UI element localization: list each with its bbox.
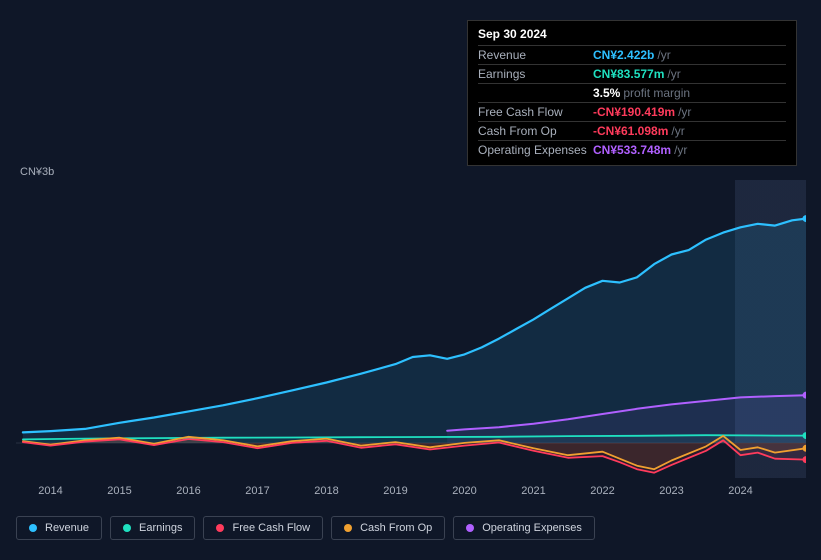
chart-tooltip: Sep 30 2024 RevenueCN¥2.422b/yrEarningsC…: [467, 20, 797, 166]
x-axis: 2014 2015 2016 2017 2018 2019 2020 2021 2022 2023…: [16, 482, 806, 500]
x-axis-label: 2018: [314, 485, 338, 497]
tooltip-row: Cash From Op-CN¥61.098m/yr: [478, 121, 786, 140]
tooltip-row-value: -CN¥61.098m: [593, 124, 668, 138]
tooltip-row-label: Operating Expenses: [478, 143, 593, 157]
legend-item-opex[interactable]: Operating Expenses: [453, 516, 595, 540]
legend-label: Free Cash Flow: [232, 522, 310, 534]
legend-item-earnings[interactable]: Earnings: [110, 516, 195, 540]
plot-area[interactable]: [16, 180, 806, 478]
legend-label: Operating Expenses: [482, 522, 582, 534]
tooltip-row-unit: /yr: [657, 48, 670, 62]
legend-swatch: [466, 524, 474, 532]
legend-item-fcf[interactable]: Free Cash Flow: [203, 516, 323, 540]
tooltip-row-value: -CN¥190.419m: [593, 105, 675, 119]
x-axis-label: 2023: [659, 485, 683, 497]
tooltip-row-value: CN¥2.422b: [593, 48, 654, 62]
x-axis-label: 2014: [38, 485, 62, 497]
legend-label: Revenue: [45, 522, 89, 534]
tooltip-row: Operating ExpensesCN¥533.748m/yr: [478, 140, 786, 159]
y-axis-label: CN¥3b: [20, 166, 54, 178]
tooltip-row-label: Earnings: [478, 67, 593, 81]
tooltip-row-label: Free Cash Flow: [478, 105, 593, 119]
legend-item-revenue[interactable]: Revenue: [16, 516, 102, 540]
x-axis-label: 2020: [452, 485, 476, 497]
tooltip-row: Free Cash Flow-CN¥190.419m/yr: [478, 102, 786, 121]
tooltip-row-label: Revenue: [478, 48, 593, 62]
x-axis-label: 2022: [590, 485, 614, 497]
tooltip-row: RevenueCN¥2.422b/yr: [478, 45, 786, 64]
tooltip-row: EarningsCN¥83.577m/yr: [478, 64, 786, 83]
x-axis-label: 2019: [383, 485, 407, 497]
tooltip-row-value: CN¥83.577m: [593, 67, 664, 81]
x-axis-label: 2017: [245, 485, 269, 497]
chart-legend: Revenue Earnings Free Cash Flow Cash From O…: [16, 516, 595, 540]
legend-item-cashop[interactable]: Cash From Op: [331, 516, 445, 540]
tooltip-row-value: CN¥533.748m: [593, 143, 671, 157]
tooltip-row: 3.5%profit margin: [478, 83, 786, 102]
x-axis-label: 2015: [107, 485, 131, 497]
legend-swatch: [216, 524, 224, 532]
legend-swatch: [123, 524, 131, 532]
tooltip-row-unit: /yr: [674, 143, 687, 157]
x-axis-label: 2024: [728, 485, 752, 497]
tooltip-row-value: 3.5%: [593, 86, 620, 100]
legend-label: Earnings: [139, 522, 182, 534]
tooltip-row-label: Cash From Op: [478, 124, 593, 138]
legend-swatch: [344, 524, 352, 532]
tooltip-date: Sep 30 2024: [478, 27, 786, 45]
x-axis-label: 2016: [176, 485, 200, 497]
tooltip-row-label: [478, 86, 593, 100]
legend-label: Cash From Op: [360, 522, 432, 534]
tooltip-row-unit: profit margin: [623, 86, 690, 100]
tooltip-row-unit: /yr: [678, 105, 691, 119]
tooltip-row-unit: /yr: [667, 67, 680, 81]
legend-swatch: [29, 524, 37, 532]
tooltip-row-unit: /yr: [671, 124, 684, 138]
x-axis-label: 2021: [521, 485, 545, 497]
